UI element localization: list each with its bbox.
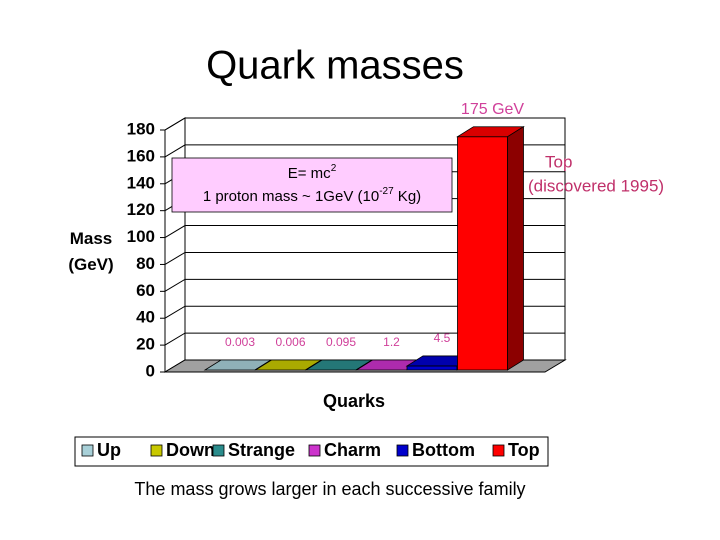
value-label: 175 GeV <box>461 101 524 118</box>
annotation-part: Kg) <box>394 188 422 205</box>
y-tick-label: 180 <box>127 119 155 138</box>
grid-line <box>164 305 565 319</box>
caption: The mass grows larger in each successive… <box>134 479 525 499</box>
chart-title: Quark masses <box>206 44 464 88</box>
annotation-sup: 2 <box>331 163 337 174</box>
legend-swatch <box>308 444 321 457</box>
annotation-part: E= mc <box>288 165 331 182</box>
y-tick-label: 0 <box>146 361 155 380</box>
y-tick-label: 160 <box>127 146 155 165</box>
side-wall <box>164 117 186 373</box>
value-label: 0.095 <box>326 335 356 349</box>
value-label: 0.003 <box>225 335 255 349</box>
y-tick-label: 140 <box>127 173 155 192</box>
legend-swatch <box>150 444 163 457</box>
legend-label: Down <box>166 440 215 460</box>
annotation-text: 1 proton mass ~ 1GeV (10-27 Kg) <box>203 186 421 205</box>
grid-line <box>164 144 565 158</box>
bar-side <box>507 126 524 371</box>
grid-line <box>164 278 565 292</box>
y-tick-label: 120 <box>127 200 155 219</box>
value-label: 0.006 <box>275 335 305 349</box>
y-tick-label: 40 <box>136 308 155 327</box>
legend-swatch <box>81 444 94 457</box>
grid-line <box>164 117 565 131</box>
y-tick-label: 60 <box>136 281 155 300</box>
grid-line <box>164 332 565 346</box>
bar <box>456 126 525 371</box>
grid-line <box>164 225 565 238</box>
annotation-box <box>171 157 453 213</box>
y-axis-label: Mass (GeV) <box>68 229 114 274</box>
legend-label: Bottom <box>412 440 475 460</box>
y-tick-label: 20 <box>136 335 155 354</box>
grid-line <box>164 251 565 265</box>
legend-label: Top <box>508 440 540 460</box>
top-note: (discovered 1995) <box>528 176 664 195</box>
value-label: 4.5 <box>434 331 451 345</box>
annotation-part: 1 proton mass ~ 1GeV (10 <box>203 188 379 205</box>
annotation-text: E= mc2 <box>288 163 337 182</box>
y-tick-label: 80 <box>136 254 155 273</box>
legend-swatch <box>212 444 225 457</box>
x-axis-label: Quarks <box>323 391 385 411</box>
legend-label: Up <box>97 440 121 460</box>
bar-front <box>406 365 458 371</box>
legend-swatch <box>396 444 409 457</box>
y-tick-label: 100 <box>127 227 155 246</box>
value-label: 1.2 <box>383 335 400 349</box>
annotation-sup: -27 <box>379 186 394 197</box>
legend-label: Strange <box>228 440 295 460</box>
legend-swatch <box>492 444 505 457</box>
legend-label: Charm <box>324 440 381 460</box>
bar-front <box>457 136 508 371</box>
top-note: Top <box>545 152 572 171</box>
